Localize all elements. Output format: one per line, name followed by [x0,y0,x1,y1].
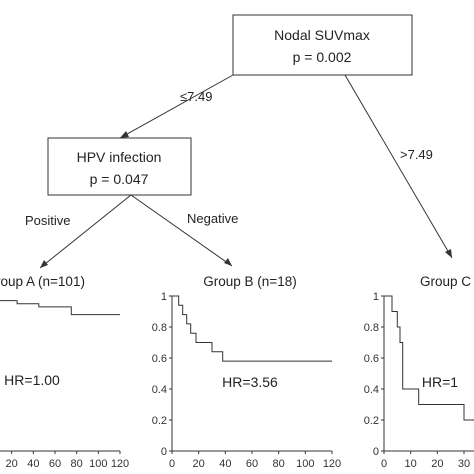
hazard-ratio-group-a: HR=1.00 [4,372,60,388]
y-tick-label-group-c-4: 0.8 [364,322,379,334]
y-tick-label-group-c-2: 0.4 [364,384,379,396]
hpv-node-p-value: p = 0.047 [90,171,149,187]
edge-label-positive: Positive [25,213,71,228]
hazard-ratio-group-b: HR=3.56 [222,374,278,390]
y-tick-label-group-b-5: 1 [161,291,167,303]
y-tick-label-group-c-1: 0.2 [364,415,379,427]
edge-root-to-hpv-arrowhead [120,131,129,138]
x-tick-label-group-c-0: 0 [381,458,387,470]
edge-hpv-to-group-a [39,194,132,269]
y-tick-label-group-c-0: 0 [373,446,379,458]
chart-title-group-a: roup A (n=101) [0,274,85,289]
edge-hpv-to-group-b [130,194,233,267]
x-tick-label-group-a-1: 20 [6,458,18,470]
survival-curve-group-a-0 [0,300,120,316]
x-tick-label-group-c-2: 20 [431,458,443,470]
root-node-p-value: p = 0.002 [293,49,352,65]
y-tick-label-group-c-3: 0.6 [364,353,379,365]
x-tick-label-group-b-2: 40 [219,458,231,470]
km-chart-group-b: Group B (n=18) 0 0.2 0.4 0.6 0.8 1 0 20 40 60 80 100… [152,274,341,470]
x-tick-label-group-b-1: 20 [193,458,205,470]
chart-title-group-c: Group C [420,274,471,289]
y-tick-label-group-b-1: 0.2 [152,415,167,427]
hazard-ratio-group-c: HR=1 [422,374,458,390]
edge-hpv-to-group-a-arrowhead [40,260,48,268]
y-tick-label-group-b-2: 0.4 [152,384,167,396]
chart-title-group-b: Group B (n=18) [203,274,296,289]
x-tick-label-group-b-3: 60 [246,458,258,470]
x-tick-label-group-b-4: 80 [273,458,285,470]
root-node: Nodal SUVmax p = 0.002 [232,14,413,76]
x-tick-label-group-a-4: 80 [71,458,83,470]
x-tick-label-group-b-6: 120 [323,458,341,470]
x-tick-label-group-b-5: 100 [296,458,314,470]
edge-root-to-group-c [344,74,453,259]
x-tick-label-group-c-3: 30 [458,458,470,470]
edge-label-le-7-49: ≤7.49 [180,89,212,104]
edge-hpv-to-group-b-arrowhead [224,258,232,266]
root-node-title: Nodal SUVmax [274,27,370,43]
y-tick-label-group-b-3: 0.6 [152,353,167,365]
x-tick-label-group-c-1: 10 [405,458,417,470]
x-tick-label-group-a-6: 120 [111,458,129,470]
km-chart-group-a: roup A (n=101) 20 40 60 80 100 120 HR=1.00 [0,274,129,470]
edge-label-gt-7-49: >7.49 [400,147,433,162]
y-tick-label-group-c-5: 1 [373,291,379,303]
x-tick-label-group-b-0: 0 [169,458,175,470]
hpv-node-box [47,137,192,196]
edge-root-to-group-c-arrowhead [445,249,452,258]
edge-label-negative: Negative [187,211,238,226]
hpv-node: HPV infection p = 0.047 [47,137,192,196]
y-tick-label-group-b-4: 0.8 [152,322,167,334]
survival-curve-group-c-0 [384,295,474,421]
x-tick-label-group-a-2: 40 [27,458,39,470]
edge-root-to-hpv [119,74,234,139]
y-tick-label-group-b-0: 0 [161,446,167,458]
root-node-box [232,14,413,76]
hpv-node-title: HPV infection [77,149,162,165]
x-tick-label-group-a-5: 100 [89,458,107,470]
survival-curve-group-b-0 [172,295,332,362]
x-tick-label-group-a-3: 60 [49,458,61,470]
